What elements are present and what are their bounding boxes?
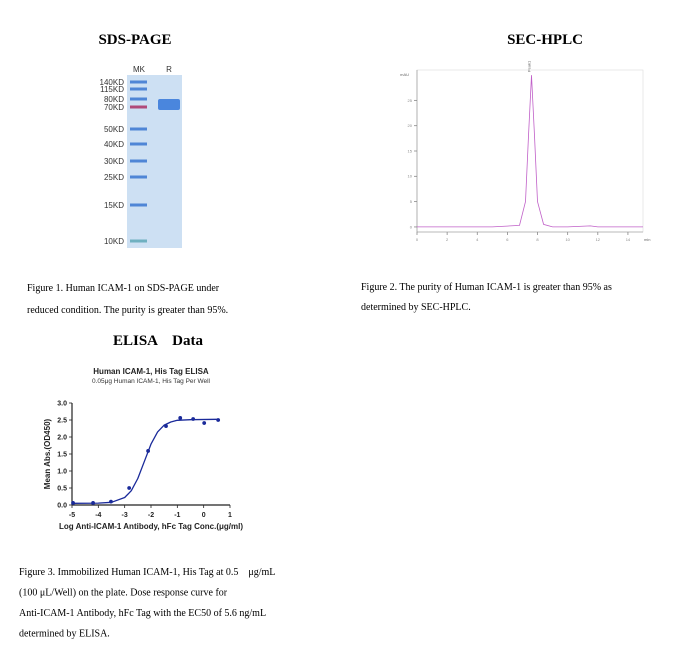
marker-label: 80KD [104, 95, 124, 104]
lane-label: R [166, 65, 172, 74]
sample-band [158, 99, 180, 110]
marker-label: 25KD [104, 173, 124, 182]
data-point [216, 418, 221, 422]
x-tick-label: 8 [536, 237, 539, 242]
data-point [127, 486, 132, 490]
marker-band [130, 105, 147, 109]
y-tick-label: 10 [408, 174, 413, 179]
x-tick-label: 6 [506, 237, 509, 242]
x-tick-label: -2 [148, 512, 154, 519]
data-point [146, 449, 151, 453]
data-point [202, 421, 207, 425]
chromatogram [417, 75, 643, 228]
caption: determined by ELISA. [19, 629, 110, 640]
x-tick-label: 12 [596, 237, 601, 242]
marker-band [130, 203, 147, 207]
y-tick-label: 15 [408, 148, 413, 153]
y-tick-label: 1.5 [57, 451, 67, 458]
caption: Figure 2. The purity of Human ICAM-1 is … [361, 282, 612, 293]
peak-label: Peak1 [527, 60, 532, 72]
marker-band [130, 159, 147, 163]
y-tick-label: 0 [410, 224, 413, 229]
data-point [91, 501, 95, 505]
lane-label: MK [133, 65, 146, 74]
sds-title: SDS-PAGE [98, 32, 171, 48]
caption: Figure 3. Immobilized Human ICAM-1, His … [19, 567, 275, 578]
marker-label: 30KD [104, 157, 124, 166]
y-axis-label: Mean Abs.(OD450) [43, 418, 52, 489]
y-tick-label: 20 [408, 123, 413, 128]
hplc-title: SEC-HPLC [507, 32, 583, 48]
data-point [109, 499, 113, 504]
chart-title: Human ICAM-1, His Tag ELISA [93, 367, 209, 376]
y-tick-label: 25 [408, 98, 413, 103]
y-tick-label: 1.0 [57, 468, 67, 475]
x-axis-label: Log Anti-ICAM-1 Antibody, hFc Tag Conc.(… [59, 522, 243, 531]
x-tick-label: -1 [174, 512, 180, 519]
marker-band [130, 97, 147, 101]
x-tick-label: 0 [416, 237, 419, 242]
plot-frame [416, 69, 644, 233]
marker-band [130, 80, 147, 84]
data-point [71, 501, 75, 505]
marker-band [130, 142, 147, 146]
y-tick-label: 0.5 [57, 485, 67, 492]
x-tick-label: -4 [95, 512, 101, 519]
x-axis-label: min [644, 237, 650, 242]
chart-subtitle: 0.05μg Human ICAM-1, His Tag Per Well [92, 378, 211, 385]
caption: Anti-ICAM-1 Antibody, hFc Tag with the E… [19, 608, 266, 619]
x-tick-label: 1 [228, 512, 232, 519]
marker-label: 140KD [100, 78, 125, 87]
marker-label: 15KD [104, 201, 124, 210]
marker-band [130, 175, 147, 179]
caption: reduced condition. The purity is greater… [27, 305, 228, 316]
x-tick-label: 10 [565, 237, 570, 242]
marker-label: 115KD [100, 85, 124, 94]
x-tick-label: 2 [446, 237, 449, 242]
marker-band [130, 239, 147, 243]
marker-label: 50KD [104, 125, 124, 134]
marker-label: 40KD [104, 140, 124, 149]
marker-band [130, 127, 147, 131]
y-tick-label: 3.0 [57, 400, 67, 407]
data-point [191, 417, 196, 421]
y-tick-label: 2.0 [57, 434, 67, 441]
marker-label: 70KD [104, 103, 124, 112]
elisa-title: ELISA Data [113, 333, 204, 349]
y-tick-label: 5 [410, 199, 413, 204]
fit-curve [71, 418, 217, 504]
marker-label: 10KD [104, 237, 124, 246]
x-tick-label: -3 [122, 512, 128, 519]
caption: Figure 1. Human ICAM-1 on SDS-PAGE under [27, 283, 220, 294]
data-point [178, 416, 183, 420]
x-tick-label: 0 [202, 512, 206, 519]
x-tick-label: -5 [69, 512, 75, 519]
marker-band [130, 87, 147, 91]
y-axis-label: mAU [400, 72, 409, 77]
caption: determined by SEC-HPLC. [361, 302, 471, 313]
data-point [164, 424, 168, 429]
caption: (100 μL/Well) on the plate. Dose respons… [19, 588, 228, 599]
y-tick-label: 0.0 [57, 502, 67, 509]
x-tick-label: 14 [626, 237, 631, 242]
x-tick-label: 4 [476, 237, 479, 242]
y-tick-label: 2.5 [57, 417, 67, 424]
